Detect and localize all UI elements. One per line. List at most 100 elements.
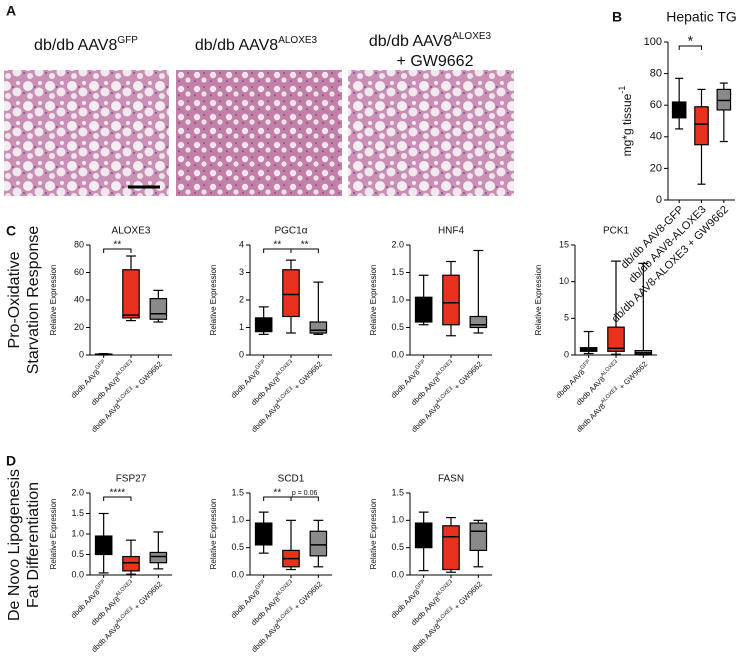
side-label: De Novo Lipogenesis Fat Differentiation [6, 469, 42, 621]
y-axis-label: Relative Expression [49, 499, 58, 570]
significance-label: * [688, 33, 694, 49]
y-tick-label: 1.0 [391, 515, 404, 525]
y-tick-label: 1.5 [391, 267, 404, 277]
significance-label: ** [273, 240, 281, 251]
y-axis-label: Relative Expression [369, 499, 378, 570]
y-axis-label-text: Relative Expression [49, 499, 58, 570]
y-tick-label: 1.0 [71, 528, 84, 538]
y-tick-label: 2.0 [71, 487, 84, 497]
x-tick-label-sup: ALOXE3 [435, 386, 454, 405]
box [469, 522, 488, 551]
y-axis-label: mg*g tissue-1 [617, 86, 634, 157]
y-tick-label: 60 [650, 99, 662, 111]
y-tick-label: 15 [559, 239, 569, 249]
y-tick-label: 40 [74, 294, 84, 304]
panel-label: B [612, 9, 622, 25]
y-tick-label: 80 [650, 68, 662, 80]
x-tick-label-sup: GFP [415, 359, 427, 371]
histology-image [348, 70, 514, 196]
chart-title: PGC1α [274, 226, 307, 237]
y-tick-label: 20 [650, 162, 662, 174]
box [694, 106, 709, 146]
x-tick-label-sup: GFP [255, 359, 267, 371]
y-axis-label: Relative Expression [209, 265, 218, 336]
x-tick-label-text: + GW9662 [451, 359, 484, 392]
y-axis-label-text: mg*g tissue [620, 93, 634, 156]
x-tick-label-sup: GFP [95, 359, 107, 371]
x-tick-label-sup: ALOXE3 [600, 359, 619, 378]
significance-label: ** [113, 240, 121, 251]
y-axis-label-text: Relative Expression [209, 265, 218, 336]
x-tick-label-sup: ALOXE3 [115, 606, 134, 625]
y-axis-label-text: Relative Expression [49, 265, 58, 336]
significance-bracket [103, 248, 132, 253]
chart-title: PCK1 [603, 226, 630, 237]
x-tick-label-text: + GW9662 [616, 359, 649, 392]
significance-label: **** [110, 488, 126, 499]
x-tick-label-sup: GFP [255, 579, 267, 591]
y-axis-label-text: Relative Expression [209, 499, 218, 570]
panel-label: D [6, 453, 16, 469]
y-tick-label: 0 [239, 349, 244, 359]
x-tick-label-text: + GW9662 [291, 579, 324, 612]
x-tick-label-sup: ALOXE3 [115, 579, 134, 598]
x-tick-label-text: + GW9662 [291, 359, 324, 392]
y-axis-label: Relative Expression [49, 265, 58, 336]
x-tick-label-sup: GFP [580, 359, 592, 371]
box [309, 530, 328, 557]
y-tick-label: 5 [564, 313, 569, 323]
y-axis-label-sup: -1 [617, 86, 627, 94]
y-axis-label: Relative Expression [534, 265, 543, 336]
x-tick-label-text: + GW9662 [131, 579, 164, 612]
box [254, 317, 273, 333]
y-tick-label: 100 [644, 36, 662, 48]
x-tick-label-sup: GFP [415, 579, 427, 591]
box [469, 315, 488, 329]
x-tick-label-sup: ALOXE3 [600, 386, 619, 405]
y-tick-label: 60 [74, 267, 84, 277]
y-axis-label-text: Relative Expression [369, 499, 378, 570]
y-tick-label: 40 [650, 131, 662, 143]
chart-title: SCD1 [278, 474, 305, 485]
y-tick-label: 3 [239, 267, 244, 277]
y-axis-label: Relative Expression [209, 499, 218, 570]
x-tick-label-sup: ALOXE3 [275, 386, 294, 405]
box [716, 88, 732, 111]
x-tick-label-sup: GFP [95, 579, 107, 591]
y-tick-label: 80 [74, 239, 84, 249]
y-tick-label: 10 [559, 276, 569, 286]
chart-title: FSP27 [116, 474, 147, 485]
box [149, 298, 168, 320]
side-label: Pro-Oxidative Starvation Response [6, 226, 42, 375]
panel-label: A [6, 3, 16, 19]
x-tick-label-sup: ALOXE3 [115, 359, 134, 378]
y-tick-label: 2 [239, 294, 244, 304]
box [122, 269, 140, 319]
chart-title: HNF4 [438, 226, 465, 237]
x-tick-label-text: + GW9662 [131, 359, 164, 392]
x-tick-label-sup: ALOXE3 [435, 606, 454, 625]
chart-title: Hepatic TG [666, 9, 737, 25]
y-tick-label: 20 [74, 322, 84, 332]
box [282, 269, 300, 318]
x-tick-label-sup: ALOXE3 [275, 359, 294, 378]
panel-label: C [6, 223, 16, 239]
box [414, 522, 433, 549]
significance-label: ** [301, 240, 309, 251]
histology-caption: db/db AAV8ALOXE3 [195, 35, 318, 55]
box [309, 321, 328, 334]
histology-caption: + GW9662 [397, 53, 474, 70]
y-tick-label: 0.5 [391, 542, 404, 552]
y-tick-label: 1.5 [231, 487, 244, 497]
y-tick-label: 0.0 [391, 569, 404, 579]
histology-image [4, 70, 169, 196]
significance-label: ** [273, 488, 281, 499]
y-tick-label: 0 [79, 349, 84, 359]
y-tick-label: 0.0 [391, 349, 404, 359]
y-tick-label: 0.5 [71, 549, 84, 559]
y-tick-label: 0.5 [231, 542, 244, 552]
y-tick-label: 1.0 [231, 515, 244, 525]
y-tick-label: 1 [239, 322, 244, 332]
y-tick-label: 0.0 [231, 569, 244, 579]
box [149, 551, 168, 564]
